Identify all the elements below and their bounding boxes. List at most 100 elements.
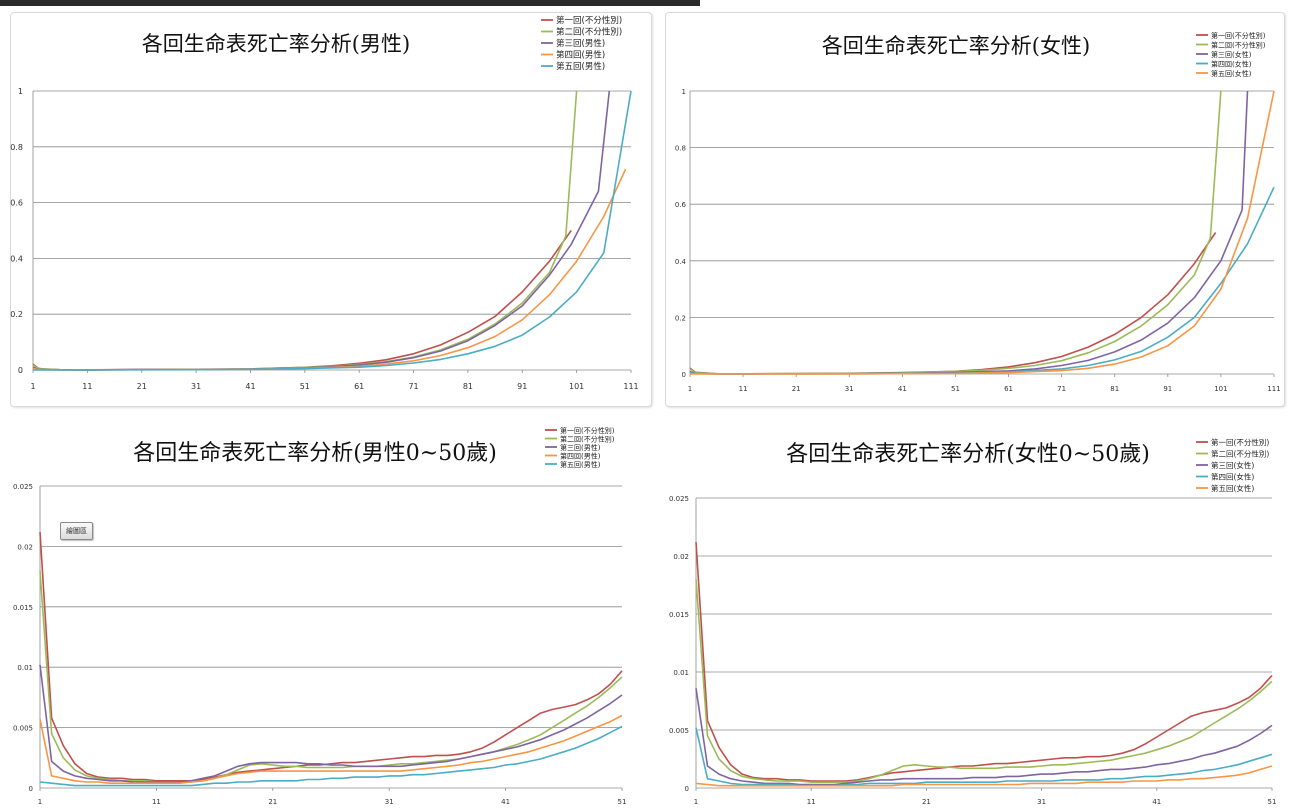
- series-line: [39, 531, 623, 782]
- x-tick-label: 11: [152, 798, 161, 806]
- x-tick-label: 61: [354, 382, 364, 391]
- y-tick-label: 0.005: [669, 727, 689, 735]
- legend-entry: 第一回(不分性別): [1211, 31, 1266, 40]
- legend-entry: 第三回(女性): [1211, 460, 1254, 470]
- x-tick-label: 111: [623, 382, 638, 391]
- x-tick-label: 51: [951, 385, 960, 393]
- x-tick-label: 21: [268, 798, 277, 806]
- x-tick-label: 31: [845, 385, 854, 393]
- y-tick-label: 0.025: [669, 495, 689, 503]
- x-tick-label: 91: [517, 382, 527, 391]
- x-tick-label: 101: [1214, 385, 1227, 393]
- series-line: [39, 714, 623, 785]
- plot-area-button[interactable]: 繪圖區: [60, 522, 93, 540]
- x-tick-label: 41: [501, 798, 510, 806]
- series-line: [33, 90, 632, 371]
- series-line: [695, 579, 1273, 784]
- legend-entry: 第一回(不分性別): [1211, 437, 1269, 447]
- legend-entry: 第三回(女性): [1211, 50, 1252, 59]
- x-tick-label: 41: [245, 382, 255, 391]
- x-tick-label: 11: [807, 798, 816, 806]
- chart-female: 0 0.2 0.4 0.6 0.8 1 1 11 21 31 41 51 61 71 81 91 101 111 各…: [665, 12, 1285, 407]
- legend-entry: 第二回(不分性別): [1211, 41, 1266, 50]
- series-line: [695, 727, 1273, 787]
- y-tick-label: 0.005: [13, 725, 33, 733]
- series-line: [689, 90, 1222, 375]
- y-tick-label: 0.4: [675, 258, 687, 266]
- series-line: [32, 230, 572, 371]
- legend-entry: 第四回(女性): [1211, 472, 1254, 482]
- y-tick-label: 0.8: [675, 145, 686, 153]
- legend-entry: 第一回(不分性別): [556, 15, 622, 26]
- chart-title: 各回生命表死亡率分析(男性): [142, 32, 410, 56]
- x-tick-label: 81: [463, 382, 473, 391]
- x-tick-label: 1: [38, 798, 42, 806]
- y-tick-label: 0.02: [17, 543, 33, 551]
- legend-entry: 第一回(不分性別): [560, 426, 615, 435]
- y-tick-label: 0.2: [10, 310, 23, 319]
- series-line: [695, 542, 1273, 782]
- y-tick-label: 0.02: [673, 553, 689, 561]
- y-tick-label: 0.01: [17, 664, 33, 672]
- x-tick-label: 21: [792, 385, 801, 393]
- y-tick-label: 0.4: [10, 254, 23, 263]
- legend-entry: 第五回(女性): [1211, 483, 1254, 493]
- legend-entry: 第四回(男性): [556, 50, 605, 61]
- legend-entry: 第二回(不分性別): [1211, 449, 1269, 459]
- x-tick-label: 81: [1110, 385, 1119, 393]
- chart-title: 各回生命表死亡率分析(女性): [822, 34, 1090, 58]
- y-tick-label: 0.015: [13, 604, 33, 612]
- series-line: [39, 725, 623, 787]
- x-tick-label: 11: [82, 382, 92, 391]
- series-line: [695, 765, 1273, 787]
- x-tick-label: 51: [1268, 798, 1277, 806]
- y-tick-label: 0.01: [673, 669, 689, 677]
- legend-entry: 第二回(不分性別): [556, 27, 622, 38]
- chart-svg: 00.20.40.60.811 11 21 31 41 51 61 71 81 91 101 111各…: [675, 31, 1281, 393]
- x-tick-label: 51: [618, 798, 627, 806]
- y-tick-label: 0: [685, 785, 689, 793]
- y-tick-label: 1: [18, 87, 23, 96]
- x-tick-label: 41: [898, 385, 907, 393]
- x-tick-label: 91: [1163, 385, 1172, 393]
- x-tick-label: 51: [300, 382, 310, 391]
- y-tick-label: 0: [682, 371, 686, 379]
- chart-male: 0 0.2 0.4 0.6 0.8 1 1 11 21 31 41 51 61 71 81 91 101 111 各…: [10, 12, 652, 407]
- series-line: [32, 90, 578, 371]
- x-tick-label: 101: [569, 382, 584, 391]
- x-tick-label: 1: [694, 798, 698, 806]
- x-tick-label: 11: [739, 385, 748, 393]
- legend-entry: 第四回(男性): [560, 452, 601, 461]
- y-tick-label: 0.015: [669, 611, 689, 619]
- y-tick-label: 1: [682, 88, 686, 96]
- top-edge-artifact: [0, 0, 700, 6]
- series-line: [39, 664, 623, 783]
- x-tick-label: 71: [1057, 385, 1066, 393]
- x-tick-label: 31: [1037, 798, 1046, 806]
- series-line: [32, 168, 627, 371]
- y-tick-label: 0.8: [10, 143, 23, 152]
- series-line: [39, 570, 623, 783]
- legend-entry: 第五回(女性): [1211, 69, 1252, 78]
- legend-entry: 第五回(男性): [560, 460, 601, 469]
- x-tick-label: 1: [688, 385, 692, 393]
- chart-female-0-50: 0 0.005 0.01 0.015 0.02 0.025 1 11 21 31 41 51 各回生命表…: [648, 418, 1290, 810]
- series-line: [689, 186, 1275, 375]
- y-tick-label: 0.6: [675, 201, 687, 209]
- chart-svg: 00.20.40.60.811 11 21 31 41 51 61 71 81 91 101 111各…: [10, 15, 638, 391]
- legend-entry: 第五回(男性): [556, 61, 605, 72]
- x-tick-label: 31: [385, 798, 394, 806]
- legend-entry: 第二回(不分性別): [560, 435, 615, 444]
- y-tick-label: 0: [29, 785, 33, 793]
- y-tick-label: 0: [18, 366, 23, 375]
- chart-title: 各回生命表死亡率分析(女性0~50歲): [786, 442, 1150, 467]
- x-tick-label: 111: [1267, 385, 1280, 393]
- x-tick-label: 61: [1004, 385, 1013, 393]
- x-tick-label: 1: [30, 382, 35, 391]
- series-line: [689, 90, 1249, 375]
- chart-male-0-50: 0 0.005 0.01 0.015 0.02 0.025 1 11 21 31 41 51 各回生命表…: [0, 418, 640, 810]
- x-tick-label: 21: [922, 798, 931, 806]
- x-tick-label: 71: [408, 382, 418, 391]
